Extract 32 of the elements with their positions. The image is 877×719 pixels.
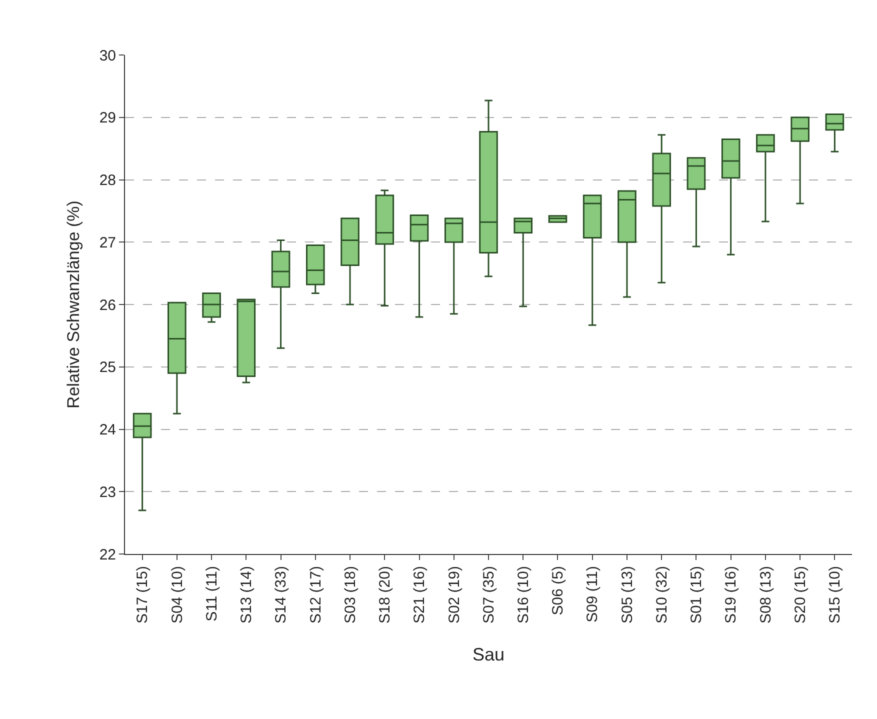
x-tick-label: S10 (32) <box>653 566 670 624</box>
y-axis-title: Relative Schwanzlänge (%) <box>64 200 83 408</box>
x-tick-label: S17 (15) <box>134 566 152 624</box>
y-tick-label: 27 <box>99 234 116 252</box>
y-tick-label: 28 <box>99 172 116 189</box>
x-tick-label: S11 (11) <box>203 566 220 622</box>
x-tick-label: S06 (5) <box>550 566 567 616</box>
x-tick-label: S18 (20) <box>376 566 394 624</box>
y-tick-label: 26 <box>99 296 116 314</box>
x-tick-label: S04 (10) <box>168 566 186 624</box>
y-tick-label: 22 <box>99 546 116 564</box>
x-tick-label: S13 (14) <box>238 566 256 624</box>
x-tick-label: S02 (19) <box>446 566 463 624</box>
x-tick-label: S15 (10) <box>826 566 844 624</box>
x-tick-label: S05 (13) <box>618 566 636 624</box>
x-tick-label: S07 (35) <box>480 566 498 624</box>
x-axis-title: Sau <box>472 644 505 665</box>
x-tick-label: S21 (16) <box>411 566 428 624</box>
x-tick-label: S09 (11) <box>584 566 602 622</box>
x-tick-label: S20 (15) <box>792 566 809 624</box>
x-tick-label: S12 (17) <box>307 566 324 624</box>
x-tick-label: S16 (10) <box>514 566 532 624</box>
x-tick-label: S08 (13) <box>757 566 774 624</box>
x-tick-label: S19 (16) <box>722 566 740 624</box>
y-tick-label: 24 <box>99 422 116 438</box>
y-tick-label: 23 <box>99 484 116 501</box>
x-tick-label: S03 (18) <box>342 566 359 624</box>
y-tick-label: 30 <box>99 47 116 64</box>
x-tick-label: S01 (15) <box>688 566 706 624</box>
y-tick-label: 25 <box>99 359 116 376</box>
x-tick-label: S14 (33) <box>272 566 290 624</box>
y-tick-label: 29 <box>99 110 116 127</box>
